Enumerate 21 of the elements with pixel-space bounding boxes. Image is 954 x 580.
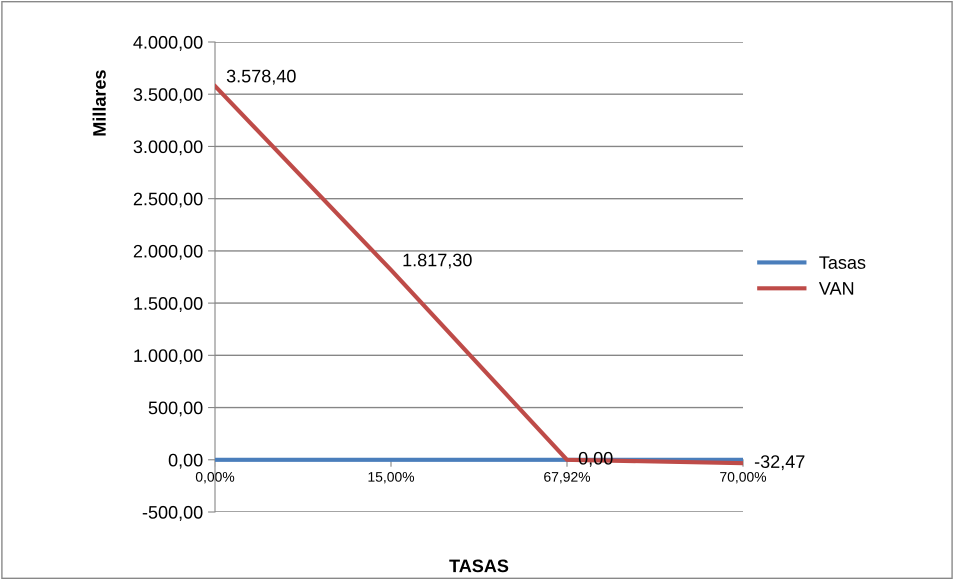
x-axis-title: TASAS xyxy=(449,559,508,572)
y-tick-label: 4.000,00 xyxy=(133,36,202,51)
y-tick-label: 3.500,00 xyxy=(134,88,202,104)
y-tick-label: 500,00 xyxy=(148,401,202,416)
y-tick-label: 3.000,00 xyxy=(134,140,202,156)
y-tick-label: -500,00 xyxy=(142,506,202,521)
legend-label: Tasas xyxy=(819,256,866,269)
legend-label: VAN xyxy=(818,282,854,295)
y-tick-label: 2.500,00 xyxy=(134,192,202,208)
y-tick-label: 2.000,00 xyxy=(134,244,202,260)
data-label: 1.817,30 xyxy=(403,254,472,269)
y-tick-label: 1.500,00 xyxy=(134,297,202,312)
y-tick-label: 1.000,00 xyxy=(134,349,202,364)
x-tick-label: 15,00% xyxy=(368,472,414,484)
y-axis-title: Millares xyxy=(92,70,106,136)
y-tick-label: 0,00 xyxy=(168,454,202,469)
data-label: -32,47 xyxy=(754,455,804,470)
x-tick-label: 70,00% xyxy=(720,472,766,484)
x-tick-label: 0,00% xyxy=(196,472,234,484)
data-label: 3.578,40 xyxy=(226,70,296,85)
x-tick-label: 67,92% xyxy=(544,472,590,484)
